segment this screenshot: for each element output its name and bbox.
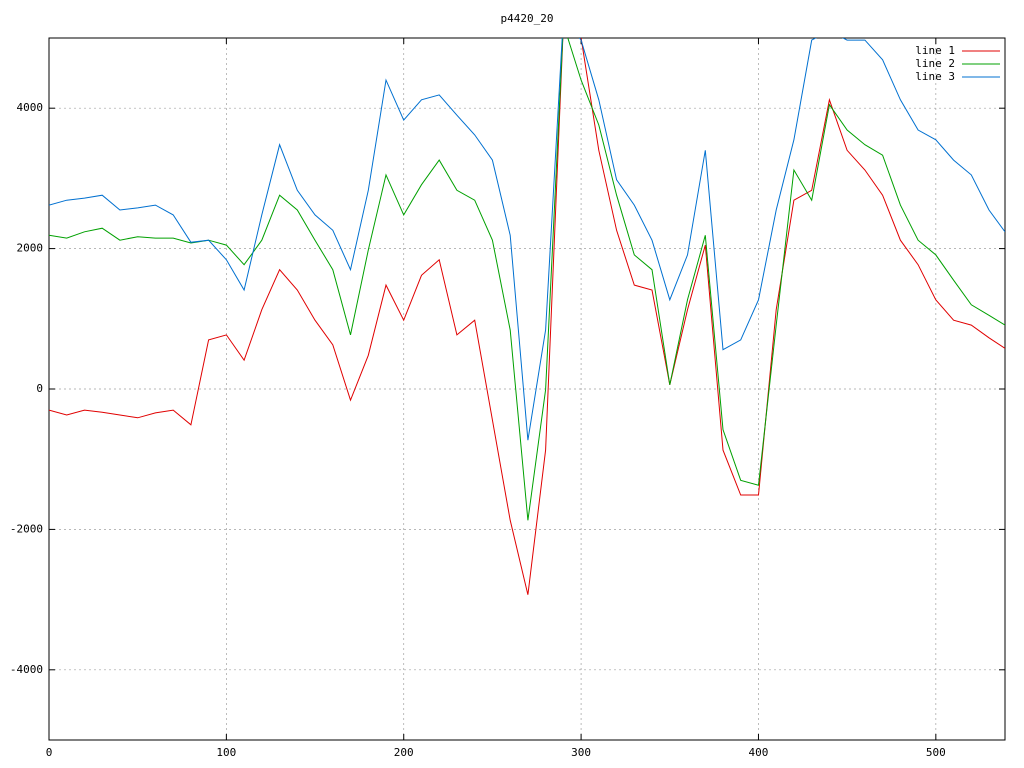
x-tick-label: 400 (749, 746, 769, 759)
data-line (49, 38, 1005, 441)
y-tick-label: -2000 (10, 522, 43, 535)
y-tick-label: 2000 (17, 242, 44, 255)
x-tick-label: 500 (926, 746, 946, 759)
plot-area (49, 38, 1005, 595)
chart-title: p4420_20 (501, 12, 554, 25)
x-tick-label: 0 (46, 746, 53, 759)
x-tick-label: 300 (571, 746, 591, 759)
x-tick-label: 200 (394, 746, 414, 759)
x-tick-label: 100 (216, 746, 236, 759)
legend-label: line 1 (915, 44, 955, 57)
legend-label: line 2 (915, 57, 955, 70)
y-tick-label: 0 (36, 382, 43, 395)
legend-label: line 3 (915, 70, 955, 83)
data-line (49, 38, 1005, 521)
y-tick-label: -4000 (10, 663, 43, 676)
plot-border (48, 37, 1006, 741)
y-tick-label: 4000 (17, 101, 44, 114)
data-line (49, 38, 1005, 595)
